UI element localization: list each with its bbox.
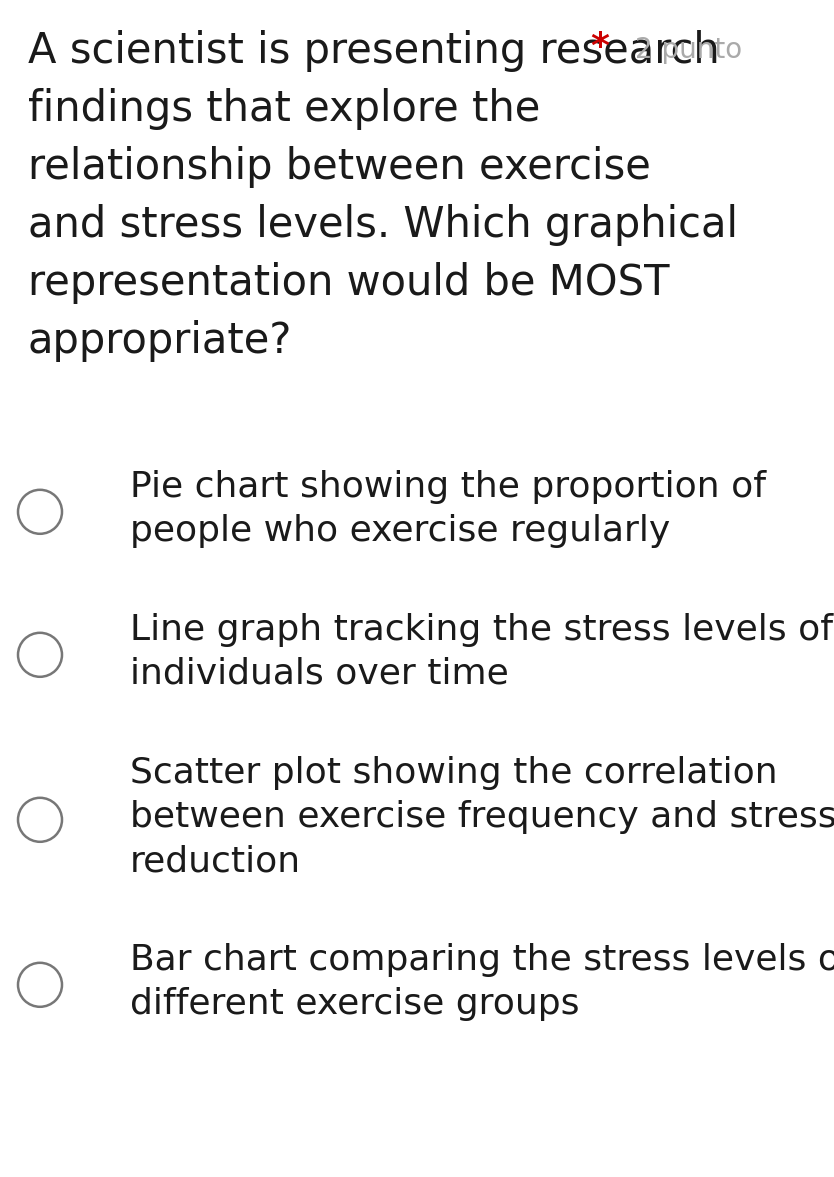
Text: between exercise frequency and stress: between exercise frequency and stress [130, 800, 834, 834]
Text: Line graph tracking the stress levels of: Line graph tracking the stress levels of [130, 613, 833, 647]
Text: and stress levels. Which graphical: and stress levels. Which graphical [28, 204, 738, 246]
Text: different exercise groups: different exercise groups [130, 988, 580, 1020]
Text: individuals over time: individuals over time [130, 657, 509, 691]
Text: A scientist is presenting research: A scientist is presenting research [28, 29, 720, 72]
Text: representation would be MOST: representation would be MOST [28, 262, 670, 304]
Text: *: * [590, 29, 609, 64]
Text: relationship between exercise: relationship between exercise [28, 146, 651, 188]
Text: findings that explore the: findings that explore the [28, 88, 540, 129]
Text: Bar chart comparing the stress levels of: Bar chart comparing the stress levels of [130, 943, 834, 977]
Text: Pie chart showing the proportion of: Pie chart showing the proportion of [130, 470, 766, 504]
Text: reduction: reduction [130, 844, 301, 878]
Text: people who exercise regularly: people who exercise regularly [130, 514, 671, 548]
Text: Scatter plot showing the correlation: Scatter plot showing the correlation [130, 756, 777, 790]
Text: appropriate?: appropriate? [28, 320, 293, 363]
Text: 2 punto: 2 punto [635, 36, 742, 64]
